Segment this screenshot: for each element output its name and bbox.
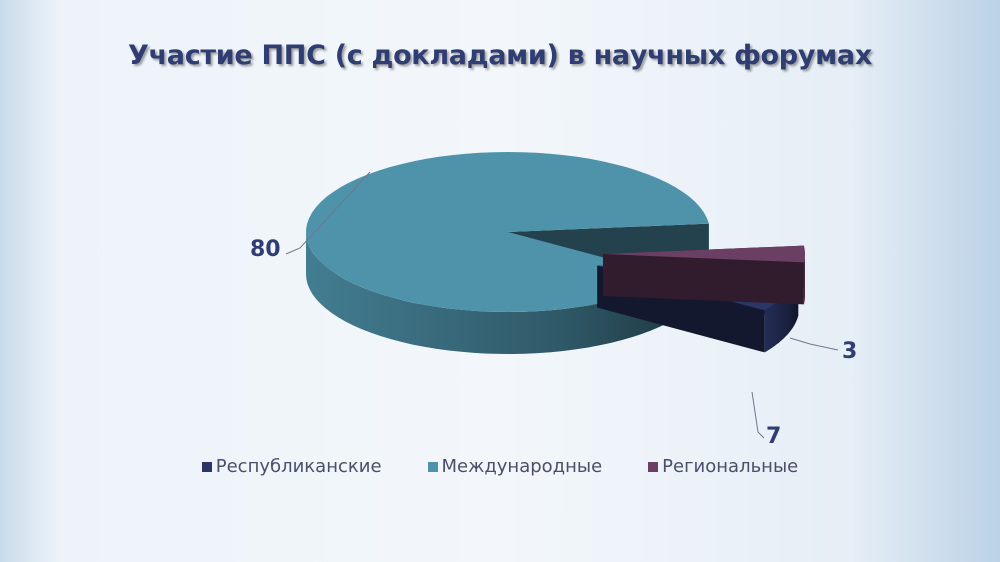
- legend-swatch: [201, 461, 212, 472]
- leader-line: [751, 391, 765, 439]
- legend-swatch: [648, 461, 659, 472]
- slice-side-wall: [803, 254, 805, 305]
- leader-line: [789, 337, 839, 351]
- legend-item-republican: Республиканские: [201, 456, 382, 477]
- legend: Республиканские Международные Региональн…: [0, 456, 1000, 477]
- legend-item-international: Международные: [427, 456, 603, 477]
- legend-swatch: [427, 461, 438, 472]
- leader-line: [285, 171, 371, 255]
- legend-item-regional: Региональные: [648, 456, 798, 477]
- data-label: 80: [250, 237, 281, 262]
- slice-cut-face: [603, 254, 804, 305]
- slice-side-wall: [306, 232, 676, 354]
- legend-label: Региональные: [662, 456, 799, 477]
- slice-top-regional: [603, 245, 805, 263]
- legend-label: Международные: [441, 456, 603, 477]
- data-label: 7: [766, 424, 781, 449]
- data-label: 3: [842, 339, 857, 364]
- legend-label: Республиканские: [215, 456, 382, 477]
- chart-title: Участие ППС (с докладами) в научных фору…: [128, 40, 872, 71]
